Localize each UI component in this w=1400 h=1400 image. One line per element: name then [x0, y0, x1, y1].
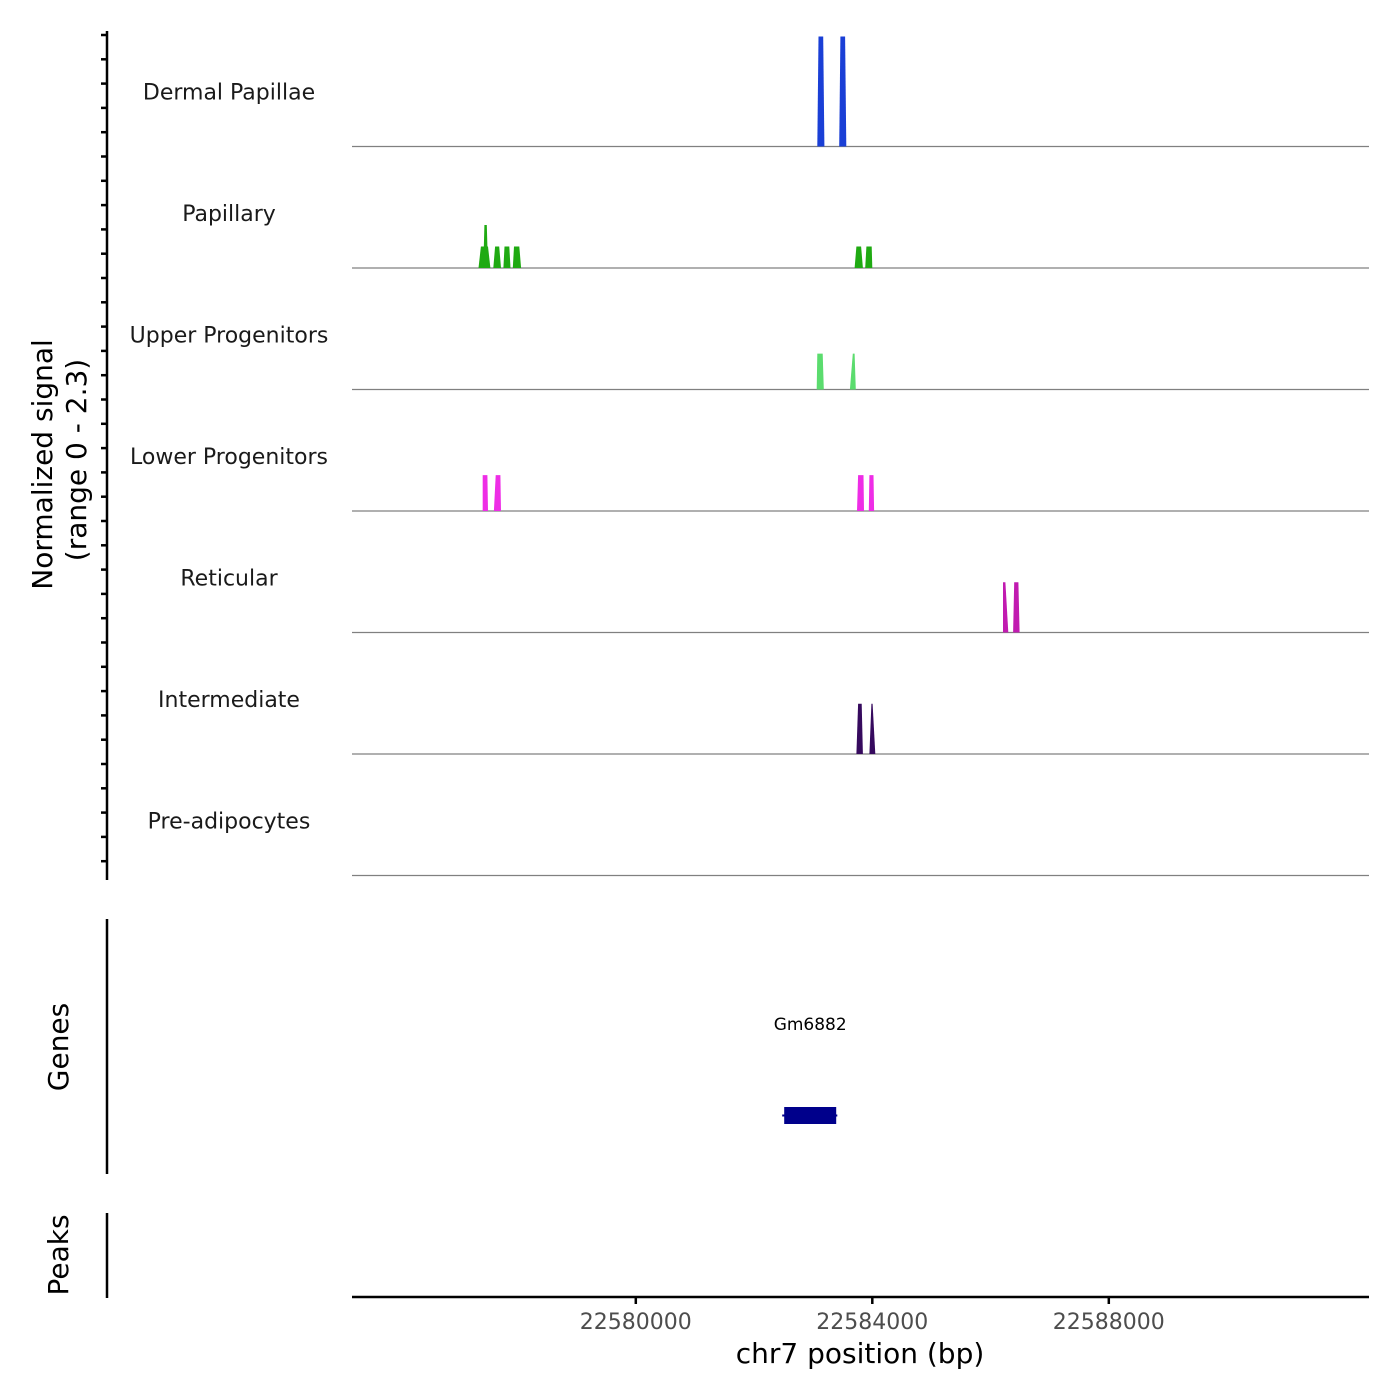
track-intermediate: Intermediate: [158, 688, 1369, 755]
signal-peak-intermediate: [869, 703, 876, 754]
signal-y-axis-title: Normalized signal (range 0 - 2.3): [26, 330, 93, 589]
signal-peak-dermal-papillae: [817, 36, 825, 147]
signal-peak-reticular: [1003, 582, 1009, 633]
signal-peak-lower-progenitors: [868, 475, 875, 511]
track-label-reticular: Reticular: [180, 567, 278, 592]
genes-track: Gm6882: [774, 1015, 847, 1124]
x-tick-label: 22584000: [816, 1310, 928, 1335]
track-upper-progenitors: Upper Progenitors: [130, 324, 1369, 391]
x-tick-label: 22588000: [1053, 1310, 1165, 1335]
x-axis-title: chr7 position (bp): [736, 1337, 985, 1370]
track-label-papillary: Papillary: [182, 202, 276, 227]
signal-peak-papillary: [493, 246, 501, 268]
track-lower-progenitors: Lower Progenitors: [130, 445, 1369, 512]
track-label-intermediate: Intermediate: [158, 688, 300, 713]
signal-peak-papillary: [503, 246, 511, 268]
signal-y-axis-ticks: [101, 33, 107, 863]
signal-peak-papillary: [865, 246, 873, 268]
signal-y-axis-title-line1: Normalized signal: [26, 339, 59, 590]
track-label-lower-progenitors: Lower Progenitors: [130, 445, 328, 470]
signal-peak-intermediate: [856, 703, 863, 754]
signal-peak-papillary: [512, 246, 522, 268]
signal-peak-lower-progenitors: [493, 475, 501, 511]
track-label-dermal-papillae: Dermal Papillae: [143, 81, 315, 106]
gene-label-gm6882: Gm6882: [774, 1015, 847, 1035]
signal-peak-papillary: [483, 225, 488, 268]
track-dermal-papillae: Dermal Papillae: [143, 36, 1369, 148]
peaks-track-title: Peaks: [42, 1214, 75, 1295]
track-label-pre-adipocytes: Pre-adipocytes: [148, 810, 311, 835]
signal-peak-upper-progenitors: [816, 353, 824, 390]
track-pre-adipocytes: Pre-adipocytes: [148, 810, 1369, 877]
genes-track-title: Genes: [42, 1003, 75, 1091]
signal-y-axis-title-line2: (range 0 - 2.3): [60, 359, 93, 561]
signal-peak-dermal-papillae: [839, 36, 847, 147]
signal-peak-lower-progenitors: [857, 475, 864, 511]
track-label-upper-progenitors: Upper Progenitors: [130, 324, 329, 349]
signal-peak-upper-progenitors: [849, 353, 856, 390]
signal-peak-lower-progenitors: [482, 475, 488, 511]
x-tick-label: 22580000: [580, 1310, 692, 1335]
track-reticular: Reticular: [180, 567, 1369, 634]
x-axis-ticks: 22580000 22584000 22588000: [580, 1297, 1165, 1335]
signal-peak-papillary: [854, 246, 863, 268]
track-papillary: Papillary: [182, 202, 1369, 269]
signal-peak-reticular: [1013, 582, 1020, 633]
signal-tracks: Dermal Papillae Papillary Upper Progenitor…: [130, 36, 1369, 877]
